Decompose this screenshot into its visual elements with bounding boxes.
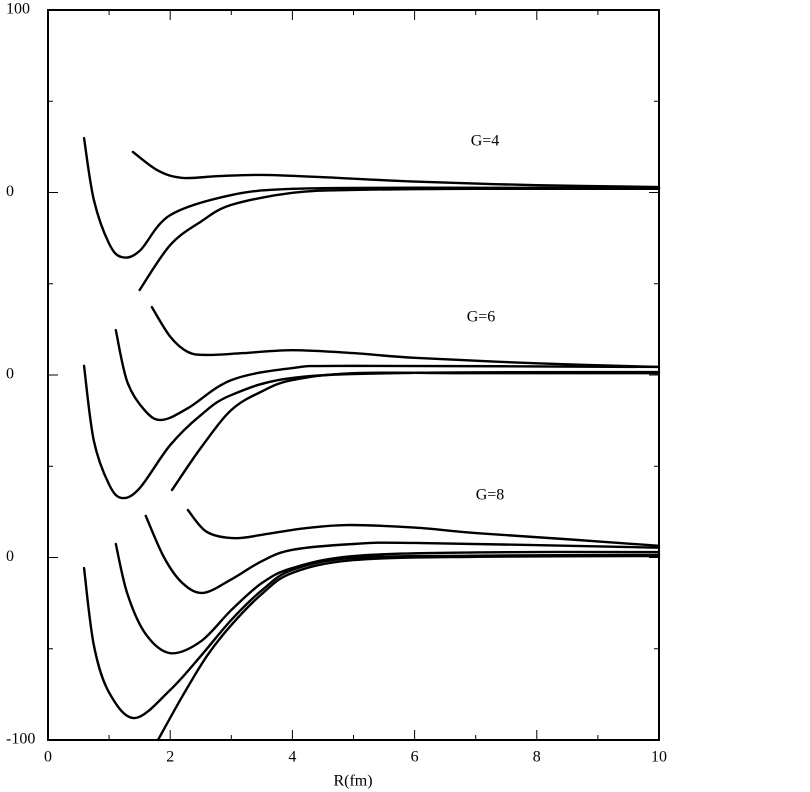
curve <box>150 305 661 369</box>
y-tick-label: 0 <box>6 366 14 383</box>
curve <box>114 542 661 655</box>
x-tick-label: 2 <box>166 749 174 766</box>
x-tick-label: 4 <box>288 749 296 766</box>
curve <box>114 328 661 422</box>
curve <box>156 554 661 742</box>
curve <box>82 553 661 720</box>
x-tick-label: 10 <box>651 749 667 766</box>
curve <box>138 187 661 292</box>
curve <box>170 371 661 492</box>
curve <box>82 364 661 500</box>
group-label: G=6 <box>467 309 496 326</box>
y-tick-label: -100 <box>6 731 35 748</box>
y-tick-label: 100 <box>6 1 30 18</box>
curve <box>144 514 661 595</box>
curve <box>131 150 661 189</box>
y-tick-label: 0 <box>6 183 14 200</box>
x-tick-label: 6 <box>411 749 419 766</box>
group-label: G=4 <box>471 133 500 150</box>
curve <box>186 508 661 548</box>
x-tick-label: 8 <box>533 749 541 766</box>
group-label: G=8 <box>476 487 505 504</box>
x-tick-label: 0 <box>44 749 52 766</box>
y-tick-label: 0 <box>6 548 14 565</box>
x-axis-label: R(fm) <box>333 773 372 790</box>
curve <box>82 136 661 259</box>
